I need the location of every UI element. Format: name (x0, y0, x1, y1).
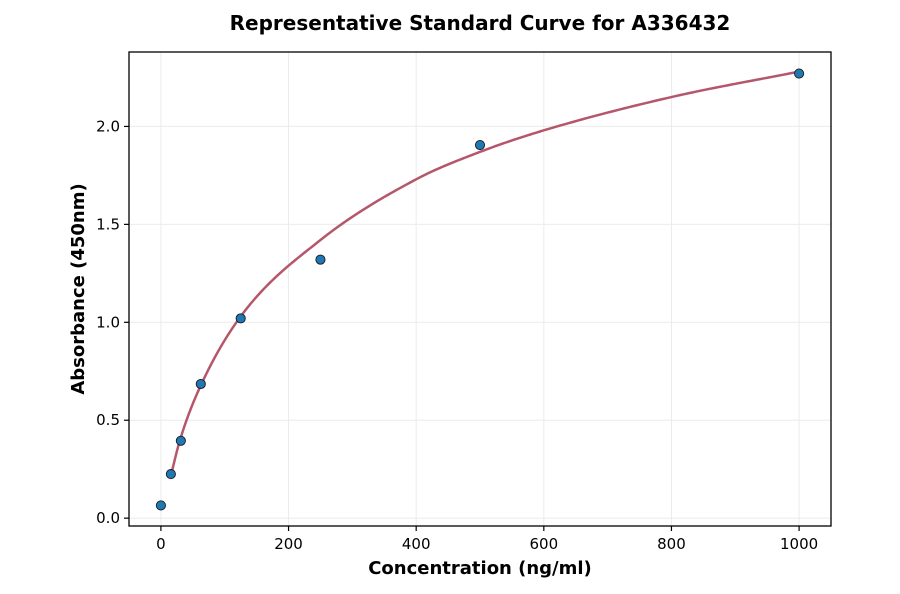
x-tick-label: 400 (402, 535, 431, 553)
grid-lines (129, 52, 831, 526)
y-tick-label: 2.0 (96, 117, 120, 135)
y-tick-label: 1.0 (96, 313, 120, 331)
data-point (794, 68, 805, 79)
fit-curve-line (169, 70, 801, 479)
axis-ticks: 0 200 400 600 800 1000 0.0 0.5 1.0 1.5 2.0 (96, 117, 818, 553)
x-tick-label: 200 (274, 535, 303, 553)
data-point (155, 500, 166, 511)
data-point (175, 435, 186, 446)
x-tick-label: 600 (529, 535, 558, 553)
y-axis-label: Absorbance (450nm) (68, 183, 89, 394)
fit-curve-layer (169, 70, 801, 479)
data-point (315, 254, 326, 265)
data-point (165, 469, 176, 480)
x-axis-label: Concentration (ng/ml) (368, 558, 592, 579)
y-tick-label: 1.5 (96, 215, 120, 233)
data-point (195, 378, 206, 390)
plot-frame (128, 51, 832, 527)
data-point (474, 139, 486, 151)
x-tick-label: 1000 (780, 535, 818, 553)
data-points-layer (155, 68, 805, 511)
x-tick-label: 0 (156, 535, 166, 553)
data-point (235, 313, 246, 324)
y-tick-label: 0.0 (96, 509, 120, 527)
x-tick-label: 800 (657, 535, 686, 553)
y-tick-label: 0.5 (96, 411, 120, 429)
chart-title: Representative Standard Curve for A33643… (230, 11, 731, 35)
